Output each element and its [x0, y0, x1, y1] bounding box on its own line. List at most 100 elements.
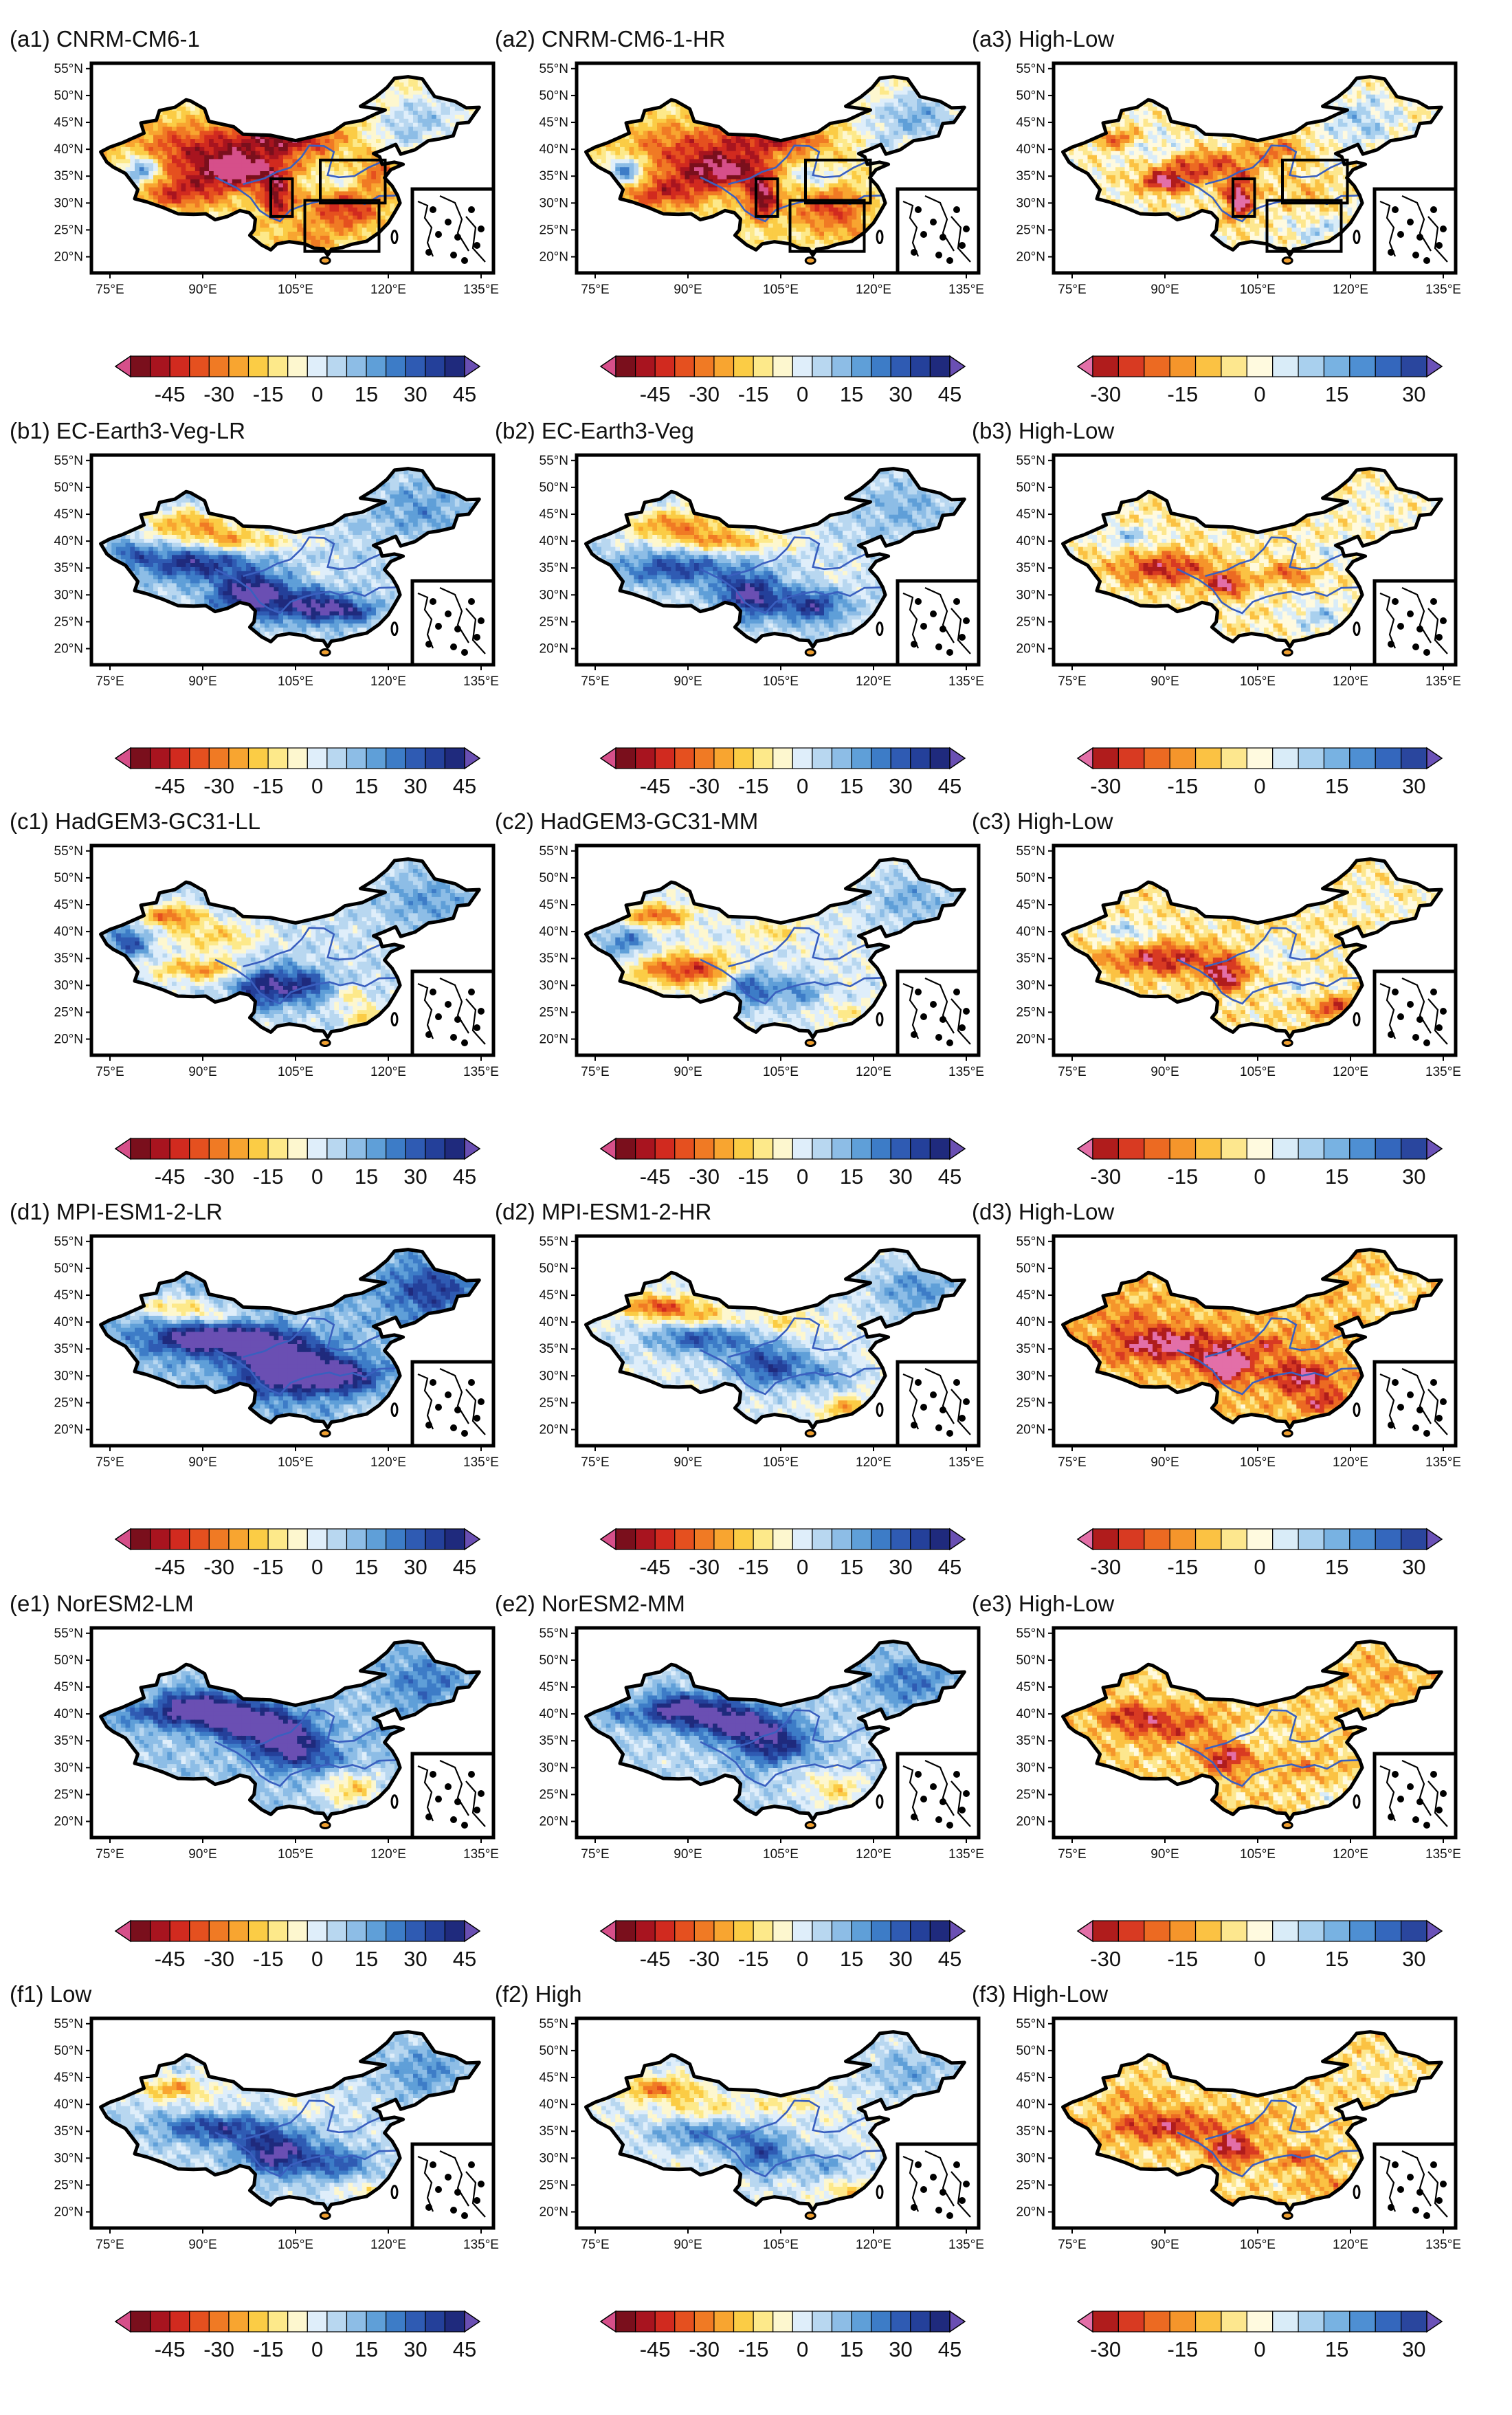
colorbar-swatch	[734, 2311, 754, 2332]
colorbar-swatch	[930, 1138, 950, 1159]
map-c2: 55°N50°N45°N40°N35°N30°N25°N20°N75°E 90°E…	[485, 803, 966, 1188]
lat-label: 35°N	[540, 2124, 568, 2139]
colorbar-swatch	[288, 2311, 308, 2332]
lon-label: 105°E	[1240, 1065, 1276, 1079]
colorbar-swatch	[911, 1529, 931, 1550]
colorbar-label: 15	[355, 2337, 378, 2361]
lat-label: 20°N	[54, 642, 83, 657]
south-china-sea-inset	[412, 1362, 493, 1446]
panel-e3: (e3) High-Low 55°N 50°N 45°N 40°N 35°N 30°N 25°…	[962, 1585, 1443, 1970]
colorbar-swatch	[734, 356, 754, 377]
colorbar-swatch	[891, 2311, 911, 2332]
colorbar-label: -45	[640, 2337, 671, 2361]
colorbar-swatch	[1170, 1138, 1195, 1159]
lat-label: 30°N	[540, 588, 568, 602]
colorbar-swatch	[249, 1529, 269, 1550]
colorbar-swatch	[1196, 2311, 1221, 2332]
panel-a2: (a2) CNRM-CM6-1-HR 55°N 50°N 45°N 40°N 35°N 30…	[485, 21, 966, 406]
lat-label: 35°N	[54, 2124, 83, 2139]
colorbar-label: 45	[938, 774, 961, 798]
colorbar-swatch	[616, 748, 636, 769]
lat-label: 45°N	[540, 2071, 568, 2085]
hainan-outline	[320, 1822, 330, 1829]
lat-label: 40°N	[54, 142, 83, 157]
colorbar-swatch	[151, 2311, 170, 2332]
colorbar-swatch	[891, 1921, 911, 1941]
lat-label: 50°N	[1016, 1653, 1045, 1668]
lon-label: 90°E	[188, 2238, 216, 2252]
colorbar-swatch	[1350, 356, 1375, 377]
hainan-outline	[320, 1040, 330, 1046]
lon-label: 105°E	[1240, 2238, 1276, 2252]
colorbar-swatch	[268, 1138, 288, 1159]
panel-f2: (f2) High 55°N 50°N 45°N 40°N 35°N 30°N 25°N 20°…	[485, 1976, 966, 2361]
map-c1: 55°N50°N45°N40°N35°N30°N25°N20°N75°E 90°E…	[0, 803, 481, 1188]
lat-label: 55°N	[54, 62, 83, 76]
colorbar-label: 30	[889, 1947, 912, 1971]
lat-label: 35°N	[1016, 561, 1045, 575]
lon-label: 75°E	[581, 2238, 609, 2252]
lat-label: 55°N	[540, 1626, 568, 1641]
colorbar-label: 45	[453, 1165, 476, 1189]
south-china-sea-inset	[412, 1754, 493, 1838]
lat-label: 55°N	[1016, 62, 1045, 76]
colorbar-label: 30	[403, 1165, 427, 1189]
south-china-sea-inset	[412, 2144, 493, 2228]
lat-label: 35°N	[1016, 1342, 1045, 1356]
colorbar-swatch	[1144, 748, 1170, 769]
colorbar-label: 0	[1254, 774, 1265, 798]
hainan-outline	[805, 1431, 815, 1437]
colorbar-label: -30	[689, 1947, 720, 1971]
colorbar-swatch	[209, 748, 229, 769]
lat-label: 40°N	[54, 925, 83, 939]
colorbar-swatch	[1273, 1529, 1298, 1550]
lat-label: 50°N	[54, 481, 83, 495]
panel-b2: (b2) EC-Earth3-Veg 55°N 50°N 45°N 40°N 35°N 30…	[485, 412, 966, 797]
lat-label: 45°N	[540, 115, 568, 130]
colorbar-swatch	[425, 2311, 445, 2332]
lat-label: 20°N	[54, 250, 83, 265]
colorbar-label: -45	[640, 1947, 671, 1971]
map-b2: 55°N50°N45°N40°N35°N30°N25°N20°N75°E 90°E…	[485, 412, 966, 797]
colorbar-swatch	[694, 1921, 714, 1941]
lat-label: 50°N	[54, 1653, 83, 1668]
colorbar-label: -30	[1090, 1165, 1121, 1189]
lon-label: 120°E	[1333, 283, 1368, 297]
lon-label: 90°E	[188, 283, 216, 297]
taiwan-outline	[1354, 2186, 1359, 2198]
colorbar-tip-right	[1427, 1138, 1442, 1159]
lon-label: 105°E	[763, 1455, 799, 1470]
colorbar-swatch	[734, 1921, 754, 1941]
colorbar-swatch	[1144, 356, 1170, 377]
hainan-outline	[1282, 2213, 1292, 2219]
colorbar-swatch	[288, 1138, 308, 1159]
colorbar-swatch	[346, 356, 366, 377]
colorbar-swatch	[773, 1138, 793, 1159]
lat-label: 40°N	[1016, 1315, 1045, 1330]
colorbar-tip-left	[115, 2311, 131, 2332]
panel-d2: (d2) MPI-ESM1-2-HR 55°N 50°N 45°N 40°N 35°N 30…	[485, 1193, 966, 1578]
colorbar-label: 45	[453, 2337, 476, 2361]
lon-label: 75°E	[581, 1847, 609, 1862]
lat-label: 50°N	[1016, 871, 1045, 885]
lon-label: 75°E	[96, 1065, 124, 1079]
colorbar-label: -45	[640, 774, 671, 798]
colorbar-label: -30	[1090, 2337, 1121, 2361]
colorbar-label: 45	[938, 382, 961, 406]
colorbar-label: 30	[1402, 1947, 1425, 1971]
lat-label: 45°N	[1016, 115, 1045, 130]
colorbar-label: -15	[738, 1947, 769, 1971]
colorbar-swatch	[714, 2311, 734, 2332]
lon-label: 120°E	[856, 283, 891, 297]
panel-a3: (a3) High-Low 55°N 50°N 45°N 40°N 35°N 30°N 25°…	[962, 21, 1443, 406]
colorbar-label: 30	[889, 2337, 912, 2361]
colorbar-swatch	[288, 356, 308, 377]
colorbar-label: 0	[1254, 1165, 1265, 1189]
colorbar-label: 0	[311, 1555, 323, 1579]
colorbar-label: -30	[689, 1555, 720, 1579]
lat-label: 35°N	[540, 561, 568, 575]
colorbar-swatch	[445, 748, 465, 769]
colorbar-swatch	[307, 2311, 327, 2332]
lat-label: 30°N	[54, 1369, 83, 1383]
lat-label: 40°N	[1016, 142, 1045, 157]
